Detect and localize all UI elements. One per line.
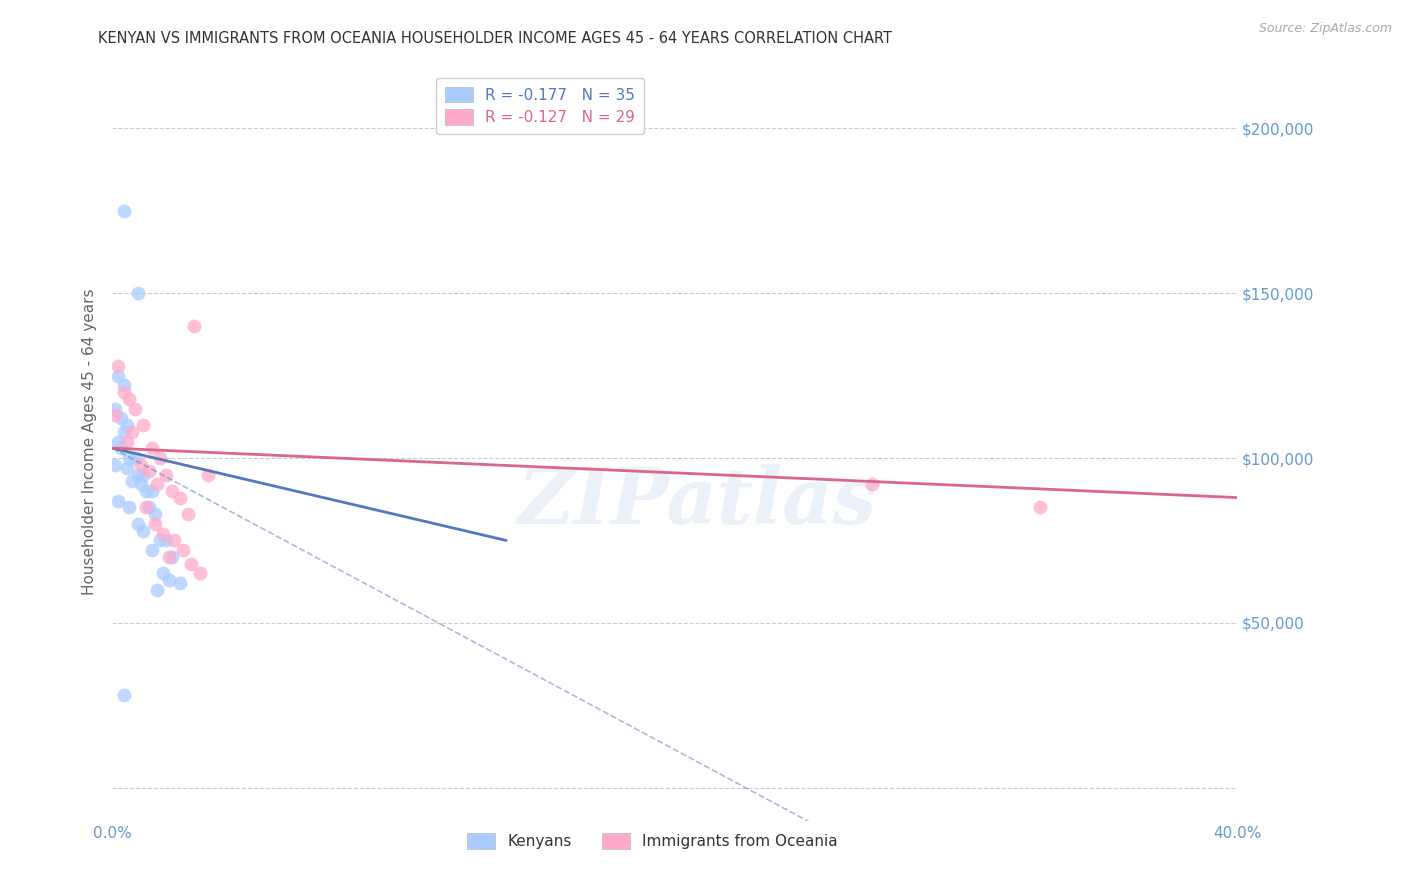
Point [112,689,135,703]
Point [115,434,138,449]
Point [183,319,205,334]
Point [180,557,202,571]
Point [138,464,160,478]
Point [146,477,169,491]
Text: Source: ZipAtlas.com: Source: ZipAtlas.com [1258,22,1392,36]
Legend: Kenyans, Immigrants from Oceania: Kenyans, Immigrants from Oceania [458,824,846,858]
Point [143,507,166,521]
Point [129,458,152,472]
Point [149,450,172,465]
Point [107,359,129,373]
Point [135,500,157,515]
Point [152,566,174,581]
Point [118,500,141,515]
Point [157,573,180,587]
Point [1029,500,1052,515]
Point [152,526,174,541]
Point [127,516,149,531]
Point [104,401,127,416]
Point [110,411,132,425]
Point [141,543,163,558]
Point [149,533,172,548]
Point [112,203,135,218]
Point [146,582,169,597]
Point [143,516,166,531]
Point [112,378,135,392]
Point [141,483,163,498]
Point [129,477,152,491]
Point [127,286,149,301]
Point [124,450,146,465]
Point [124,401,146,416]
Point [169,491,191,505]
Point [112,385,135,400]
Point [121,425,143,439]
Point [104,458,127,472]
Point [188,566,211,581]
Text: KENYAN VS IMMIGRANTS FROM OCEANIA HOUSEHOLDER INCOME AGES 45 - 64 YEARS CORRELAT: KENYAN VS IMMIGRANTS FROM OCEANIA HOUSEH… [98,31,893,46]
Point [138,500,160,515]
Point [197,467,219,482]
Point [135,483,157,498]
Point [115,418,138,433]
Point [160,483,183,498]
Point [160,549,183,564]
Point [132,467,155,482]
Y-axis label: Householder Income Ages 45 - 64 years: Householder Income Ages 45 - 64 years [82,288,97,595]
Point [107,434,129,449]
Point [169,576,191,591]
Point [155,533,177,548]
Point [141,441,163,455]
Point [155,467,177,482]
Point [121,474,143,488]
Point [157,549,180,564]
Point [110,441,132,455]
Point [860,477,883,491]
Point [112,425,135,439]
Point [107,494,129,508]
Point [118,392,141,406]
Point [118,450,141,465]
Point [115,461,138,475]
Point [104,408,127,422]
Point [132,418,155,433]
Point [127,467,149,482]
Point [132,524,155,538]
Point [107,368,129,383]
Text: ZIPatlas: ZIPatlas [517,464,877,541]
Point [163,533,186,548]
Point [172,543,194,558]
Point [177,507,200,521]
